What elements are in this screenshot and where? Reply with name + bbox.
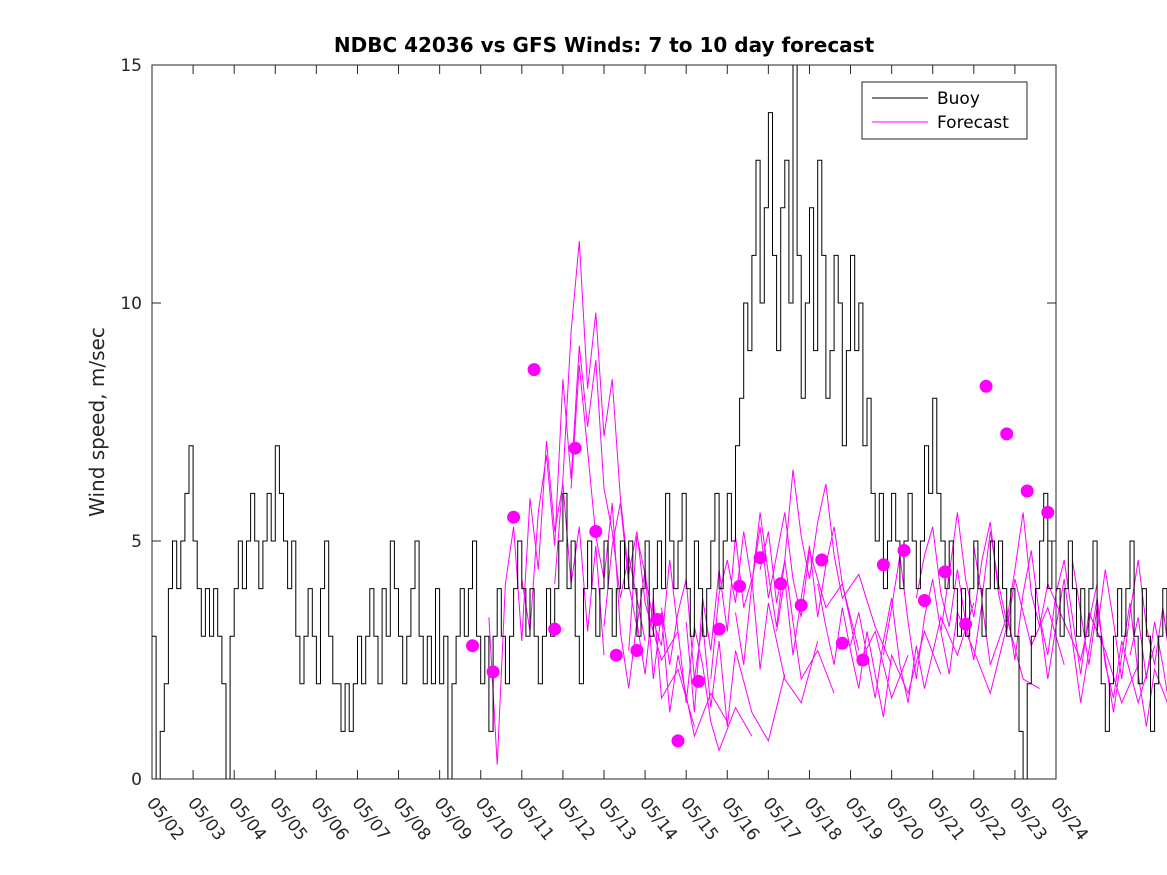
x-tick-label-16: 05/18 — [800, 794, 846, 845]
buoy-line — [152, 64, 1167, 780]
forecast-marker-28 — [1041, 505, 1055, 519]
y-axis-label: Wind speed, m/sec — [85, 327, 109, 517]
forecast-run-7 — [685, 536, 819, 713]
x-tick-label-0: 05/02 — [142, 794, 188, 845]
x-tick-label-4: 05/06 — [306, 794, 352, 845]
forecast-marker-25 — [979, 379, 993, 393]
plot-frame — [151, 64, 1057, 780]
forecast-run-1 — [521, 345, 646, 642]
forecast-run-3 — [570, 364, 695, 727]
forecast-marker-3 — [527, 363, 541, 377]
x-tick-label-21: 05/23 — [1005, 794, 1051, 845]
y-tick-label-0: 0 — [131, 770, 142, 790]
x-tick-label-13: 05/15 — [676, 794, 722, 845]
forecast-run-12 — [817, 583, 942, 718]
x-tick-label-14: 05/16 — [717, 794, 763, 845]
x-tick-label-19: 05/21 — [923, 794, 969, 845]
forecast-marker-16 — [794, 598, 808, 612]
forecast-run-20 — [1071, 559, 1167, 727]
plot-area — [152, 64, 1167, 780]
forecast-run-8 — [710, 512, 835, 694]
forecast-run-5 — [628, 536, 753, 752]
forecast-marker-5 — [568, 441, 582, 455]
forecast-marker-11 — [692, 674, 705, 688]
forecast-marker-1 — [486, 665, 500, 679]
forecast-run-23 — [1162, 607, 1167, 641]
x-tick-label-20: 05/22 — [964, 794, 1010, 845]
x-tick-label-8: 05/10 — [471, 794, 517, 845]
forecast-run-9 — [735, 512, 860, 665]
legend-label-forecast: Forecast — [937, 113, 1009, 133]
x-tick-label-1: 05/03 — [183, 794, 229, 845]
forecast-marker-9 — [650, 613, 664, 626]
forecast-marker-27 — [1020, 484, 1034, 498]
forecast-marker-14 — [753, 551, 767, 565]
x-tick-label-9: 05/11 — [512, 794, 558, 845]
x-tick-label-17: 05/19 — [841, 794, 887, 845]
forecast-marker-22 — [918, 594, 931, 607]
forecast-marker-24 — [959, 617, 973, 631]
forecast-marker-21 — [897, 544, 911, 557]
forecast-marker-23 — [938, 565, 952, 579]
forecast-run-11 — [776, 526, 909, 700]
forecast-marker-0 — [466, 639, 479, 653]
y-tick-label-3: 15 — [120, 56, 142, 76]
x-tick-label-7: 05/09 — [430, 794, 476, 845]
forecast-marker-7 — [609, 648, 623, 662]
forecast-run-22 — [1129, 617, 1167, 695]
x-tick-label-10: 05/12 — [553, 794, 599, 845]
forecast-marker-13 — [733, 579, 747, 593]
y-tick-label-2: 10 — [120, 294, 142, 314]
forecast-run-4 — [603, 502, 728, 738]
forecast-marker-19 — [856, 653, 870, 667]
legend-box — [861, 81, 1028, 140]
forecast-run-2 — [554, 241, 679, 662]
y-tick-label-1: 5 — [131, 532, 142, 552]
x-tick-label-15: 05/17 — [758, 794, 804, 845]
forecast-marker-12 — [712, 622, 726, 636]
forecast-marker-4 — [548, 622, 562, 636]
forecast-run-10 — [759, 469, 893, 665]
x-tick-label-5: 05/07 — [348, 794, 394, 845]
forecast-marker-26 — [1000, 427, 1014, 441]
forecast-marker-8 — [630, 644, 644, 657]
legend-label-buoy: Buoy — [937, 89, 980, 109]
forecast-run-0 — [488, 440, 605, 765]
x-tick-label-22: 05/24 — [1046, 794, 1092, 845]
forecast-marker-10 — [671, 734, 685, 748]
x-tick-label-3: 05/05 — [265, 794, 311, 845]
x-tick-label-11: 05/13 — [594, 794, 640, 845]
x-tick-label-6: 05/08 — [389, 794, 435, 845]
forecast-marker-18 — [835, 636, 849, 650]
forecast-marker-20 — [876, 558, 890, 572]
chart-title: NDBC 42036 vs GFS Winds: 7 to 10 day for… — [334, 33, 875, 57]
x-tick-label-12: 05/14 — [635, 794, 681, 845]
x-tick-label-18: 05/20 — [882, 794, 928, 845]
forecast-marker-17 — [815, 553, 829, 567]
x-tick-label-2: 05/04 — [224, 794, 270, 845]
forecast-run-6 — [661, 578, 786, 743]
forecast-marker-6 — [589, 525, 603, 538]
forecast-marker-15 — [774, 577, 788, 591]
legend: Buoy Forecast — [861, 81, 1028, 140]
forecast-marker-2 — [507, 510, 521, 524]
